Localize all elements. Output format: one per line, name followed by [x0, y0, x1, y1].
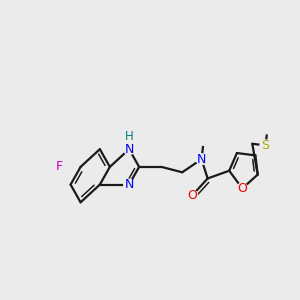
Circle shape [237, 183, 248, 194]
Text: O: O [237, 182, 247, 195]
Circle shape [262, 123, 273, 134]
Circle shape [260, 140, 271, 151]
Text: O: O [187, 189, 197, 202]
Circle shape [124, 179, 134, 190]
Text: S: S [261, 139, 269, 152]
Text: N: N [197, 153, 206, 166]
Text: F: F [56, 160, 63, 173]
Text: N: N [124, 143, 134, 156]
Circle shape [56, 161, 67, 172]
Circle shape [124, 131, 134, 142]
Circle shape [196, 154, 207, 165]
Circle shape [198, 135, 209, 145]
Circle shape [187, 190, 198, 201]
Text: H: H [125, 130, 134, 142]
Text: N: N [124, 178, 134, 191]
Circle shape [124, 144, 134, 154]
